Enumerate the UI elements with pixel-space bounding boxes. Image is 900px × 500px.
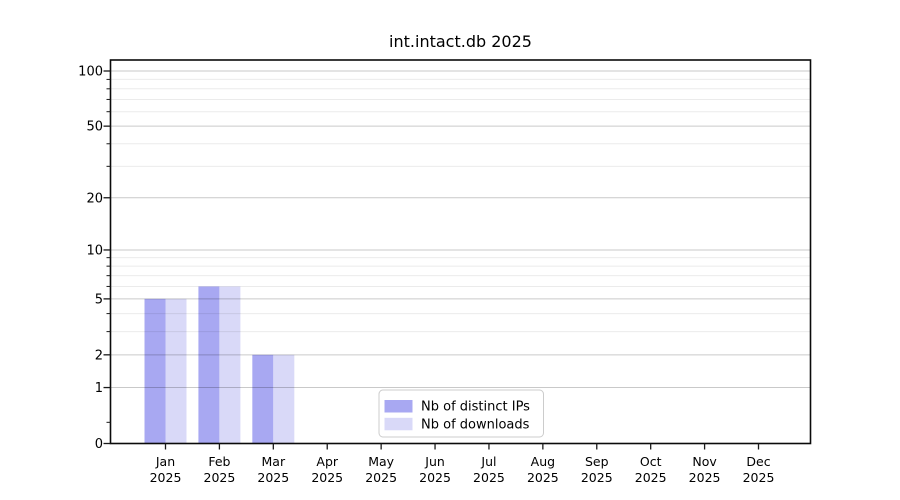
legend-label: Nb of downloads bbox=[421, 417, 530, 432]
bar-nb-of-downloads-jan bbox=[165, 298, 187, 444]
x-tick-label-year: 2025 bbox=[257, 470, 289, 485]
x-tick-label-month: Aug bbox=[531, 454, 555, 469]
x-tick-label-year: 2025 bbox=[581, 470, 613, 485]
bar-nb-of-distinct-ips-feb bbox=[198, 286, 220, 444]
x-tick-label-month: Nov bbox=[692, 454, 717, 469]
legend-box bbox=[378, 389, 544, 438]
x-tick-label-year: 2025 bbox=[635, 470, 667, 485]
bar-nb-of-distinct-ips-jan bbox=[144, 298, 166, 444]
y-tick-label: 2 bbox=[95, 348, 103, 363]
x-tick-label-year: 2025 bbox=[150, 470, 182, 485]
chart-title: int.intact.db 2025 bbox=[389, 32, 532, 51]
x-tick-label-year: 2025 bbox=[689, 470, 721, 485]
bar-nb-of-distinct-ips-mar bbox=[252, 354, 274, 444]
y-tick-label: 5 bbox=[95, 292, 103, 307]
x-tick-label-month: Jun bbox=[424, 454, 445, 469]
y-tick-label: 50 bbox=[86, 120, 103, 135]
bar-nb-of-downloads-feb bbox=[219, 286, 241, 444]
y-tick-label: 1 bbox=[95, 381, 103, 396]
x-tick-label-year: 2025 bbox=[204, 470, 236, 485]
legend-swatch bbox=[384, 400, 413, 413]
y-tick-label: 10 bbox=[86, 243, 103, 258]
x-tick-label-month: Mar bbox=[262, 454, 286, 469]
x-tick-label-year: 2025 bbox=[473, 470, 505, 485]
x-tick-label-month: May bbox=[368, 454, 394, 469]
y-tick-label: 100 bbox=[78, 65, 103, 80]
x-tick-label-month: Jul bbox=[480, 454, 496, 469]
plot-border bbox=[109, 59, 812, 445]
x-tick-label-year: 2025 bbox=[743, 470, 775, 485]
bar-nb-of-downloads-mar bbox=[273, 354, 295, 444]
legend-label: Nb of distinct IPs bbox=[421, 400, 530, 415]
x-tick-label-month: Oct bbox=[640, 454, 662, 469]
y-tick-label: 0 bbox=[95, 437, 103, 452]
x-tick-label-year: 2025 bbox=[311, 470, 343, 485]
x-tick-label-month: Apr bbox=[316, 454, 338, 469]
x-tick-label-month: Jan bbox=[155, 454, 175, 469]
x-tick-label-month: Feb bbox=[208, 454, 230, 469]
x-tick-label-month: Sep bbox=[585, 454, 609, 469]
legend-swatch bbox=[384, 417, 413, 431]
y-tick-label: 20 bbox=[86, 191, 103, 206]
x-tick-label-year: 2025 bbox=[419, 470, 451, 485]
x-tick-label-year: 2025 bbox=[365, 470, 397, 485]
x-tick-label-month: Dec bbox=[746, 454, 770, 469]
x-tick-label-year: 2025 bbox=[527, 470, 559, 485]
